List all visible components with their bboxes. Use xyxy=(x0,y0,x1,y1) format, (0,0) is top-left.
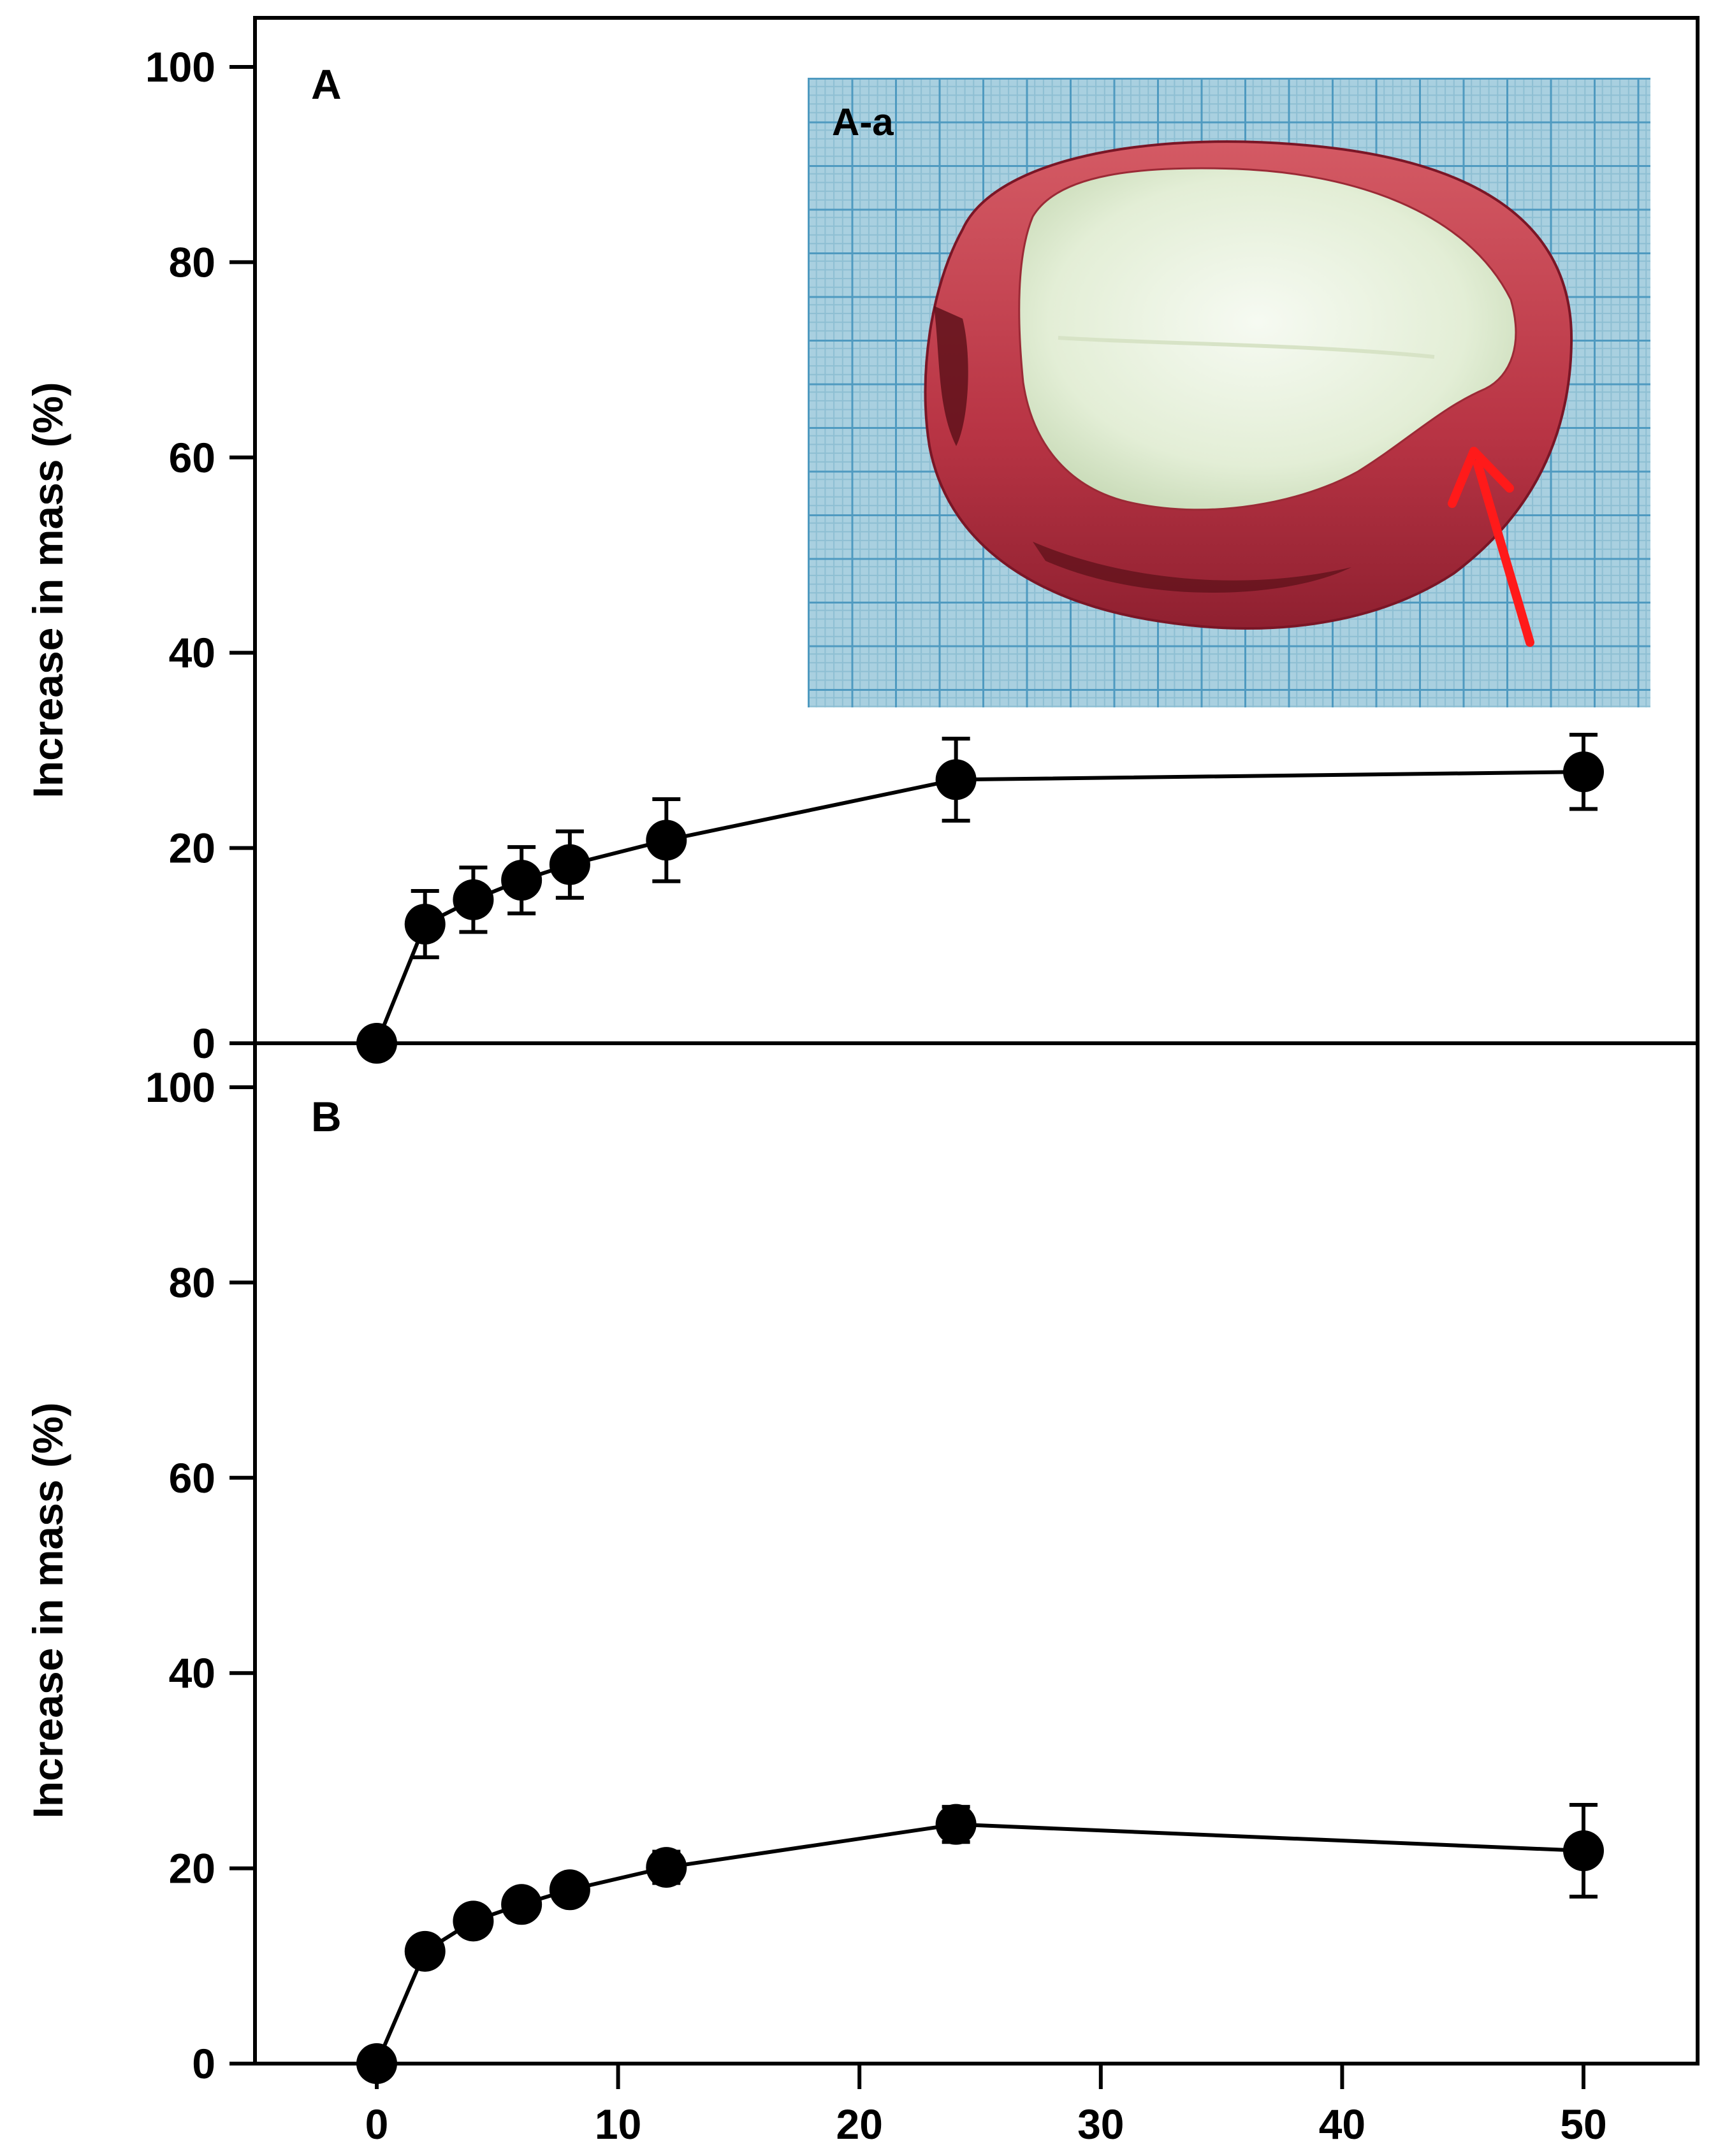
inset-label: A-a xyxy=(832,101,894,143)
data-point xyxy=(501,860,542,901)
panel-label: A xyxy=(311,61,342,108)
y-tick-label: 0 xyxy=(192,2040,215,2087)
panel-label: B xyxy=(311,1093,342,1140)
series-line xyxy=(375,1822,1584,2065)
panel-a: 0 20 40 60 80 100 Increase in mass (%) A xyxy=(24,43,1604,1067)
y-tick-label: 80 xyxy=(169,238,215,286)
data-point xyxy=(935,1804,977,1845)
seed-coat-dark-patch xyxy=(934,306,968,446)
seed-coat-dark-band xyxy=(1033,542,1351,593)
data-point xyxy=(1563,751,1604,793)
data-point xyxy=(549,844,590,885)
y-tick-label: 40 xyxy=(169,1649,215,1697)
data-point xyxy=(646,820,687,861)
red-arrow xyxy=(1448,447,1534,647)
data-point xyxy=(404,904,446,945)
y-axis-title: Increase in mass (%) xyxy=(24,382,71,799)
y-tick-label: 80 xyxy=(169,1259,215,1306)
endosperm xyxy=(1018,167,1517,511)
y-tick-label: 20 xyxy=(169,825,215,872)
data-point xyxy=(356,2043,397,2084)
x-tick-label: 10 xyxy=(595,2101,641,2148)
x-tick-label: 40 xyxy=(1319,2101,1365,2148)
y-tick-label: 20 xyxy=(169,1845,215,1892)
x-tick-label: 0 xyxy=(365,2101,389,2148)
series-line xyxy=(375,770,1584,1045)
y-tick-label: 60 xyxy=(169,1454,215,1501)
data-point xyxy=(646,1847,687,1888)
data-point xyxy=(404,1930,446,1972)
y-tick-label: 60 xyxy=(169,434,215,481)
data-point xyxy=(935,759,977,800)
data-point xyxy=(1563,1830,1604,1872)
x-tick-label: 50 xyxy=(1560,2101,1606,2148)
data-point xyxy=(501,1884,542,1925)
panel-b: 0 20 40 60 80 100 Increase in mass (%) B 0 10 20 30… xyxy=(24,1064,1607,2148)
data-point xyxy=(549,1869,590,1911)
x-tick-label: 30 xyxy=(1077,2101,1124,2148)
inset-photo: A-a xyxy=(808,78,1650,707)
y-tick-label: 100 xyxy=(145,1064,215,1111)
y-tick-label: 100 xyxy=(145,43,215,90)
y-axis-title: Increase in mass (%) xyxy=(24,1403,71,1819)
data-point xyxy=(453,1900,494,1942)
y-tick-label: 0 xyxy=(192,1020,215,1067)
plot-frame xyxy=(253,16,1700,2066)
embryo-line xyxy=(1058,336,1435,359)
x-tick-label: 20 xyxy=(836,2101,882,2148)
y-tick-label: 40 xyxy=(169,629,215,676)
data-point xyxy=(453,879,494,920)
data-point xyxy=(356,1023,397,1064)
